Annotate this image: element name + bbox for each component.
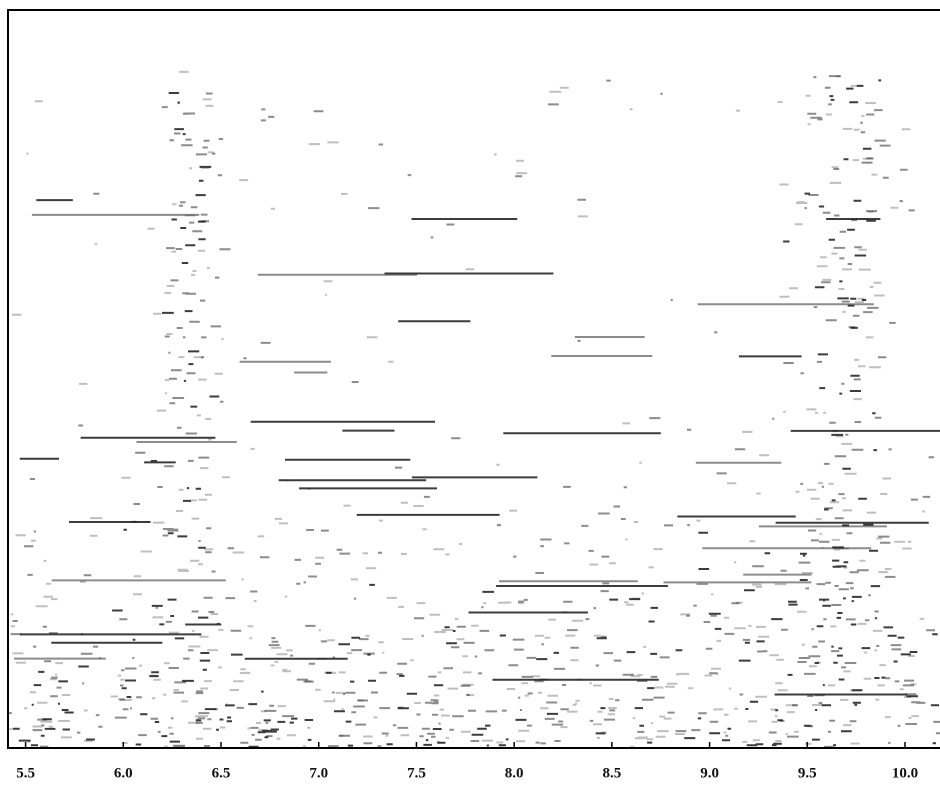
texture-layer — [9, 75, 940, 748]
x-tick-label: 6.5 — [212, 765, 231, 781]
x-tick-label: 9.5 — [798, 765, 817, 781]
texture-layer — [13, 79, 940, 747]
x-tick-label: 7.5 — [407, 765, 426, 781]
x-tick-label: 8.5 — [602, 765, 621, 781]
x-tick-label: 8.0 — [505, 765, 524, 781]
page: {"chart_data": {"type": "intensity-map",… — [0, 0, 940, 785]
texture-layer — [9, 71, 924, 748]
x-tick-label: 9.0 — [700, 765, 719, 781]
x-tick-label: 7.0 — [309, 765, 328, 781]
intensity-texture — [9, 71, 940, 748]
x-tick-label: 5.5 — [16, 765, 35, 781]
plot-frame — [8, 10, 940, 748]
x-tick-label: 6.0 — [114, 765, 133, 781]
x-tick-label: 10.0 — [892, 765, 918, 781]
chart: 5.5 6.0 6.5 7.0 7.5 8.0 8.5 9.0 9.5 10.0 — [0, 0, 940, 785]
